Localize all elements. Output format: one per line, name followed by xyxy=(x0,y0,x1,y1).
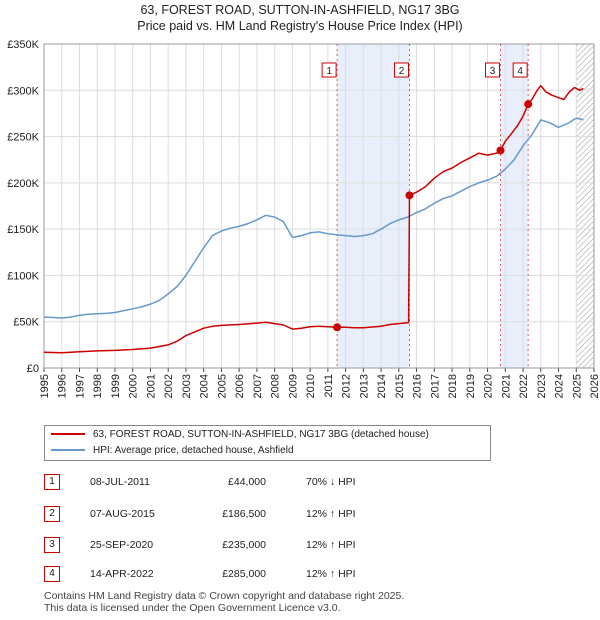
sale-marker-box xyxy=(393,62,409,78)
y-tick-label: £350K xyxy=(7,39,39,51)
transaction-date: 07-AUG-2015 xyxy=(90,508,155,520)
x-tick-label: 2005 xyxy=(216,374,228,398)
transaction-date: 14-APR-2022 xyxy=(90,568,154,580)
sale-marker-box xyxy=(512,62,528,78)
hatched-region xyxy=(576,44,594,368)
x-tick-label: 2018 xyxy=(447,374,459,398)
transaction-price: £44,000 xyxy=(228,476,266,488)
sale-marker-box xyxy=(485,62,500,78)
footer-attribution: Contains HM Land Registry data © Crown c… xyxy=(44,590,404,614)
x-tick-label: 2010 xyxy=(305,374,317,398)
sale-point xyxy=(524,100,533,109)
legend-hpi-swatch xyxy=(51,449,85,452)
transaction-hpi-change: 70% ↓ HPI xyxy=(306,476,356,488)
chart-legend: 63, FOREST ROAD, SUTTON-IN-ASHFIELD, NG1… xyxy=(44,425,491,461)
x-tick-label: 2003 xyxy=(181,374,193,398)
transaction-hpi-change: 12% ↑ HPI xyxy=(306,508,356,520)
x-tick-label: 1999 xyxy=(110,374,122,398)
x-tick-label: 2007 xyxy=(252,374,264,398)
sale-marker-label: 1 xyxy=(326,66,332,77)
sale-point xyxy=(496,146,505,155)
legend-item-hpi: HPI: Average price, detached house, Ashf… xyxy=(51,443,294,459)
y-tick-label: £250K xyxy=(7,132,39,144)
x-tick-label: 1996 xyxy=(57,374,69,398)
legend-hpi-label: HPI: Average price, detached house, Ashf… xyxy=(93,445,294,456)
transaction-price: £285,000 xyxy=(222,568,266,580)
x-tick-label: 2014 xyxy=(376,374,388,398)
chart-title-address: 63, FOREST ROAD, SUTTON-IN-ASHFIELD, NG1… xyxy=(140,3,460,17)
y-tick-label: £100K xyxy=(7,270,39,282)
chart-subtitle: Price paid vs. HM Land Registry's House … xyxy=(137,19,463,33)
transaction-hpi-change: 12% ↑ HPI xyxy=(306,539,356,551)
sale-point xyxy=(333,323,342,332)
sale-marker-box xyxy=(321,62,337,78)
transaction-date: 25-SEP-2020 xyxy=(90,539,154,551)
x-tick-label: 2020 xyxy=(483,374,495,398)
transaction-number-badge: 2 xyxy=(44,506,60,522)
x-tick-label: 1998 xyxy=(92,374,104,398)
transaction-number-badge: 3 xyxy=(44,537,60,553)
y-tick-label: £0 xyxy=(27,363,39,375)
legend-item-price: 63, FOREST ROAD, SUTTON-IN-ASHFIELD, NG1… xyxy=(51,427,429,443)
transaction-hpi-change: 12% ↑ HPI xyxy=(306,568,356,580)
x-tick-label: 2024 xyxy=(554,374,566,398)
price-series-line xyxy=(43,84,584,354)
x-tick-label: 2009 xyxy=(287,374,299,398)
shaded-period xyxy=(500,44,529,368)
sale-marker-label: 4 xyxy=(517,66,523,77)
x-tick-label: 2001 xyxy=(145,374,157,398)
sale-marker-label: 3 xyxy=(490,66,496,77)
x-tick-label: 2015 xyxy=(394,374,406,398)
legend-price-label: 63, FOREST ROAD, SUTTON-IN-ASHFIELD, NG1… xyxy=(93,429,429,440)
shaded-period xyxy=(337,44,410,368)
sale-marker-label: 2 xyxy=(399,66,405,77)
x-tick-label: 2023 xyxy=(536,374,548,398)
x-tick-label: 1995 xyxy=(39,374,51,398)
x-tick-label: 2019 xyxy=(465,374,477,398)
x-tick-label: 2025 xyxy=(571,374,583,398)
transaction-number-badge: 1 xyxy=(44,474,60,490)
transaction-price: £235,000 xyxy=(222,539,266,551)
x-tick-label: 2017 xyxy=(429,374,441,398)
footer-licence: This data is licensed under the Open Gov… xyxy=(44,602,341,614)
x-tick-label: 2016 xyxy=(412,374,424,398)
price-chart: £0 £50K £100K £150K £200K £250K £300K £350K 1995… xyxy=(7,39,600,398)
transaction-date: 08-JUL-2011 xyxy=(90,476,150,488)
x-tick-label: 2008 xyxy=(270,374,282,398)
x-tick-label: 2026 xyxy=(589,374,600,398)
footer-copyright: Contains HM Land Registry data © Crown c… xyxy=(44,590,405,602)
y-tick-label: £50K xyxy=(13,317,39,329)
transaction-number-badge: 4 xyxy=(44,566,60,582)
x-tick-label: 2013 xyxy=(358,374,370,398)
plot-frame xyxy=(43,43,595,369)
x-tick-label: 2021 xyxy=(500,374,512,398)
y-tick-label: £200K xyxy=(7,178,39,190)
y-tick-label: £300K xyxy=(7,85,39,97)
x-tick-label: 2004 xyxy=(199,374,211,398)
transaction-price: £186,500 xyxy=(222,508,266,520)
x-tick-label: 2000 xyxy=(128,374,140,398)
x-tick-label: 2006 xyxy=(234,374,246,398)
sale-point xyxy=(405,191,414,200)
y-tick-label: £150K xyxy=(7,224,39,236)
hpi-series-line xyxy=(43,117,584,319)
x-tick-label: 2012 xyxy=(341,374,353,398)
x-tick-label: 2022 xyxy=(518,374,530,398)
x-tick-label: 2002 xyxy=(163,374,175,398)
x-tick-label: 2011 xyxy=(323,374,335,398)
x-tick-label: 1997 xyxy=(74,374,86,398)
legend-price-swatch xyxy=(51,433,85,436)
